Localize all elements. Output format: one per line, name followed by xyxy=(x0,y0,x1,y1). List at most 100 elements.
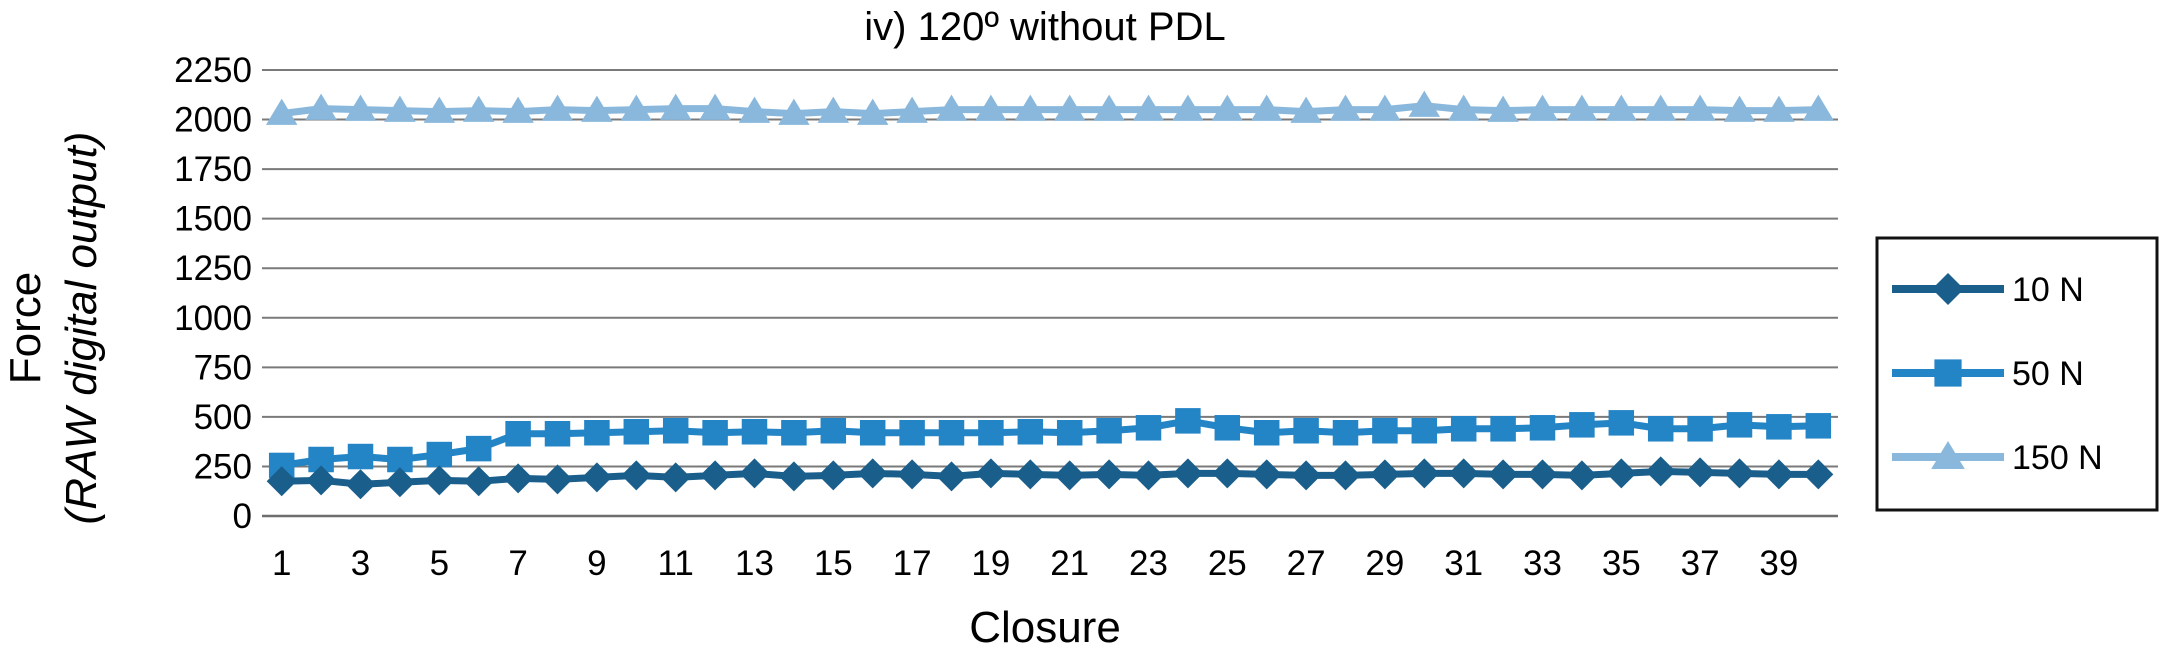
data-point xyxy=(384,467,415,498)
data-point xyxy=(1369,94,1401,121)
data-point xyxy=(347,443,374,470)
data-point xyxy=(975,94,1007,121)
data-point xyxy=(1490,416,1516,442)
data-point xyxy=(462,95,495,122)
data-point xyxy=(1569,412,1595,438)
data-point xyxy=(1450,416,1477,442)
data-point xyxy=(1726,412,1753,438)
y-tick-label: 0 xyxy=(233,497,252,536)
data-point xyxy=(266,466,297,497)
data-point xyxy=(463,466,494,497)
x-tick-label: 21 xyxy=(1050,544,1089,583)
data-point xyxy=(305,93,337,120)
data-point xyxy=(384,95,416,122)
data-point xyxy=(936,461,967,492)
data-point xyxy=(541,94,574,121)
data-point xyxy=(817,96,850,123)
data-point xyxy=(859,419,886,446)
y-tick-label: 1250 xyxy=(174,249,252,288)
y-axis-sublabel-group: (RAW digital output) xyxy=(57,132,106,525)
legend-label: 50 N xyxy=(2012,355,2084,393)
x-tick-label: 35 xyxy=(1602,544,1641,583)
legend-label: 150 N xyxy=(2012,439,2103,477)
data-point xyxy=(1448,458,1479,489)
data-point xyxy=(938,419,965,446)
data-point xyxy=(1132,94,1165,121)
data-point xyxy=(1172,458,1203,489)
data-point xyxy=(1763,459,1794,490)
data-point xyxy=(856,98,889,125)
data-point xyxy=(1251,459,1282,490)
data-point xyxy=(700,460,731,491)
data-point xyxy=(465,435,492,462)
y-axis-sublabel: (RAW digital output) xyxy=(57,132,106,525)
data-point xyxy=(738,96,771,123)
data-point xyxy=(1684,94,1716,121)
data-point xyxy=(978,419,1004,446)
data-point xyxy=(1687,416,1713,442)
data-point xyxy=(899,419,925,446)
data-point xyxy=(1053,94,1086,121)
data-point xyxy=(739,458,770,489)
data-point xyxy=(1015,459,1046,490)
y-tick-label: 1000 xyxy=(174,299,252,338)
x-tick-label: 39 xyxy=(1759,544,1798,583)
data-point xyxy=(1017,419,1044,445)
data-point xyxy=(935,94,968,121)
x-tick-label: 19 xyxy=(971,544,1010,583)
x-axis-label: Closure xyxy=(969,603,1121,652)
series-line xyxy=(281,417,1819,469)
data-point xyxy=(1330,460,1361,491)
data-point xyxy=(345,469,376,500)
x-tick-label: 13 xyxy=(735,544,774,583)
legend-label: 10 N xyxy=(2012,271,2084,309)
data-point xyxy=(1211,94,1244,121)
series-layer xyxy=(265,90,1835,500)
gridlines xyxy=(262,69,1838,468)
data-point xyxy=(265,98,298,125)
data-point xyxy=(584,419,610,446)
x-tick-label: 15 xyxy=(814,544,853,583)
legend-item: 10 N xyxy=(1892,271,2084,309)
y-tick-labels: 0 250 500 750 1000 1250 1500 1750 2000 2250 xyxy=(174,51,252,536)
data-point xyxy=(1723,95,1756,122)
data-point xyxy=(781,419,807,446)
series-50-n xyxy=(268,408,1832,479)
data-point xyxy=(1803,459,1834,490)
data-point xyxy=(621,460,652,491)
data-point xyxy=(699,93,731,120)
data-point xyxy=(1409,458,1440,489)
data-point xyxy=(1606,458,1637,489)
series-10-n xyxy=(266,456,1834,500)
data-point xyxy=(1135,415,1162,441)
data-point xyxy=(1175,408,1201,434)
data-point xyxy=(820,418,847,444)
series-line xyxy=(281,467,1819,488)
legend-marker xyxy=(1932,273,1964,305)
x-tick-label: 17 xyxy=(893,544,932,583)
legend-item: 50 N xyxy=(1892,355,2084,393)
data-point xyxy=(581,462,612,493)
data-point xyxy=(1056,419,1083,446)
data-point xyxy=(662,418,689,444)
data-point xyxy=(623,419,650,445)
data-point xyxy=(542,464,573,495)
y-axis-label-group: Force xyxy=(1,272,50,384)
data-point xyxy=(1172,94,1204,121)
data-point xyxy=(1685,457,1716,488)
data-point xyxy=(660,462,691,493)
y-tick-label: 2250 xyxy=(174,51,252,90)
data-point xyxy=(1763,95,1795,122)
data-point xyxy=(1250,94,1283,121)
y-axis-label: Force xyxy=(1,272,50,384)
data-point xyxy=(1411,418,1438,444)
data-point xyxy=(1293,418,1319,444)
data-point xyxy=(306,465,337,496)
series-150-n xyxy=(265,90,1835,125)
x-tick-label: 25 xyxy=(1208,544,1247,583)
data-point xyxy=(1214,415,1241,441)
x-tick-label: 33 xyxy=(1523,544,1562,583)
data-point xyxy=(778,461,809,492)
data-point xyxy=(1488,459,1519,490)
x-tick-label: 31 xyxy=(1444,544,1483,583)
